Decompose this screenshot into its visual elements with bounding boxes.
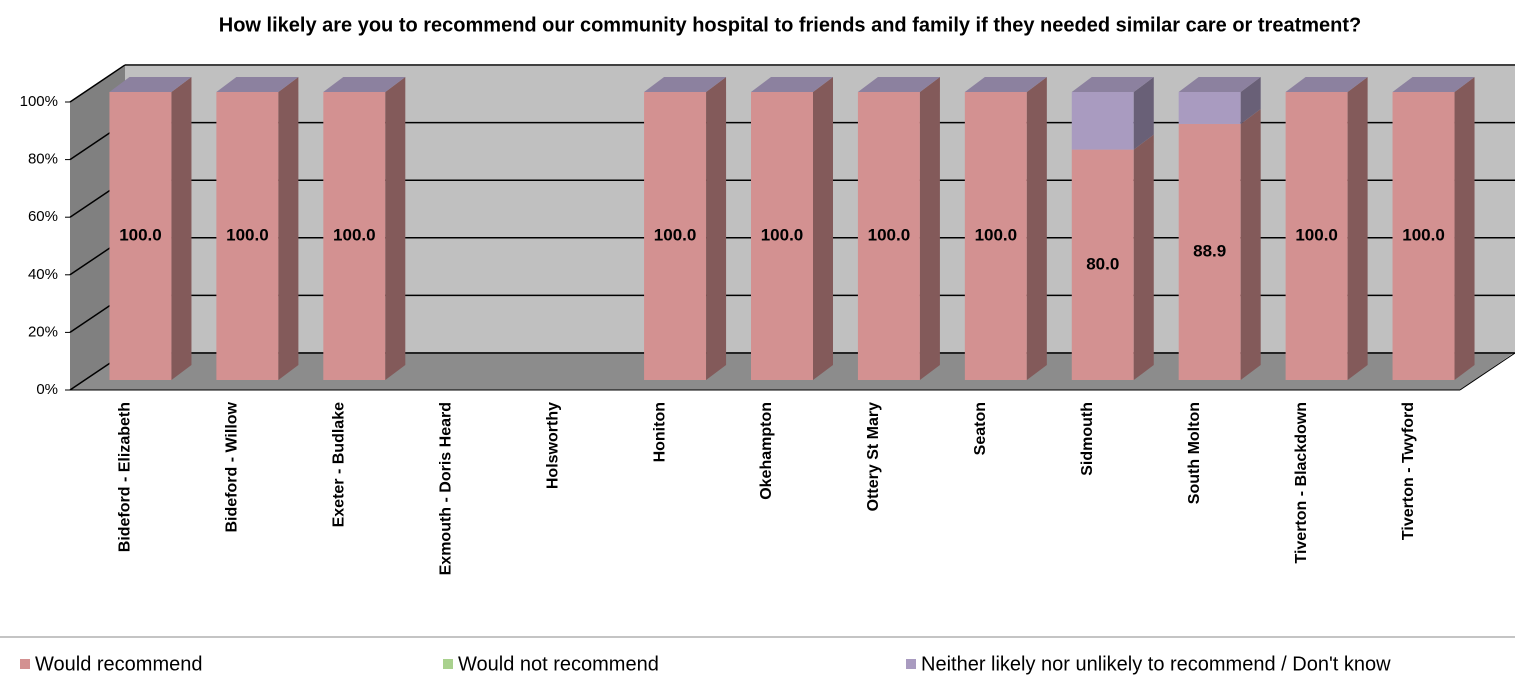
x-tick-label: Honiton — [651, 402, 668, 462]
y-tick-label: 100% — [20, 93, 58, 110]
x-tick-label: Seaton — [972, 402, 989, 455]
value-label: 80.0 — [1086, 254, 1119, 273]
x-tick-label: Ottery St Mary — [865, 402, 882, 511]
x-tick-label: Exmouth - Doris Heard — [437, 402, 454, 575]
x-tick-label: Tiverton - Twyford — [1400, 402, 1417, 540]
bar-top — [751, 77, 833, 92]
bar-side — [1133, 77, 1154, 150]
y-tick-label: 40% — [28, 266, 58, 283]
bar — [1071, 92, 1134, 150]
x-tick-label: Bideford - Willow — [224, 401, 241, 532]
bar-top — [857, 77, 940, 92]
y-tick-label: 20% — [28, 323, 58, 340]
bar-side — [385, 77, 406, 380]
legend-label: Neither likely nor unlikely to recommend… — [921, 653, 1391, 675]
bar-top — [644, 77, 727, 92]
value-label: 100.0 — [868, 225, 911, 244]
legend-label: Would not recommend — [458, 653, 659, 675]
bar-side — [278, 77, 299, 380]
x-tick-label: Exeter - Budlake — [331, 402, 348, 527]
bar-side — [813, 77, 833, 380]
bar — [323, 92, 386, 380]
chart-title: How likely are you to recommend our comm… — [219, 14, 1362, 36]
bar-top — [1178, 77, 1261, 92]
y-tick-label: 60% — [28, 208, 58, 225]
value-label: 100.0 — [333, 225, 376, 244]
legend-swatch — [443, 659, 453, 669]
bar-side — [171, 77, 192, 380]
grid-line — [69, 64, 126, 103]
bar — [644, 92, 707, 380]
legend-swatch — [20, 659, 30, 669]
bar — [751, 92, 813, 380]
x-tick-label: Sidmouth — [1079, 402, 1096, 476]
bar-top — [964, 77, 1047, 92]
value-label: 100.0 — [226, 225, 269, 244]
value-label: 100.0 — [1295, 225, 1338, 244]
y-tick-label: 0% — [36, 381, 58, 398]
bar-top — [1392, 77, 1475, 92]
bar — [1071, 149, 1134, 380]
x-tick-label: South Molton — [1186, 402, 1203, 504]
bar — [857, 92, 920, 380]
bar — [1392, 92, 1455, 380]
value-label: 100.0 — [654, 225, 697, 244]
bar — [109, 92, 172, 380]
value-label: 100.0 — [761, 225, 804, 244]
axis-line — [1459, 352, 1515, 391]
bar-top — [109, 77, 192, 92]
legend-swatch — [906, 659, 916, 669]
bar — [1178, 92, 1241, 124]
x-tick-label: Tiverton - Blackdown — [1293, 402, 1310, 564]
bar — [216, 92, 279, 380]
x-tick-label: Bideford - Elizabeth — [117, 402, 134, 552]
bar-side — [1026, 77, 1047, 380]
bar — [1178, 123, 1241, 380]
bar-top — [1071, 77, 1154, 92]
value-label: 100.0 — [1402, 225, 1445, 244]
bar-side — [1347, 77, 1368, 380]
x-tick-label: Holsworthy — [544, 402, 561, 489]
bar-side — [1240, 108, 1261, 380]
bar — [1285, 92, 1348, 380]
bar-top — [323, 77, 406, 92]
y-tick-label: 80% — [28, 151, 58, 168]
value-label: 100.0 — [119, 225, 162, 244]
bar — [964, 92, 1027, 380]
bar-top — [216, 77, 299, 92]
bar-side — [1454, 77, 1475, 380]
value-label: 88.9 — [1193, 241, 1226, 260]
x-tick-label: Okehampton — [758, 402, 775, 500]
value-label: 100.0 — [975, 225, 1018, 244]
bar-side — [1240, 77, 1261, 124]
bar-top — [1285, 77, 1368, 92]
bar-side — [919, 77, 940, 380]
legend-label: Would recommend — [35, 653, 202, 675]
bar-side — [706, 77, 727, 380]
bar-side — [1133, 134, 1154, 380]
